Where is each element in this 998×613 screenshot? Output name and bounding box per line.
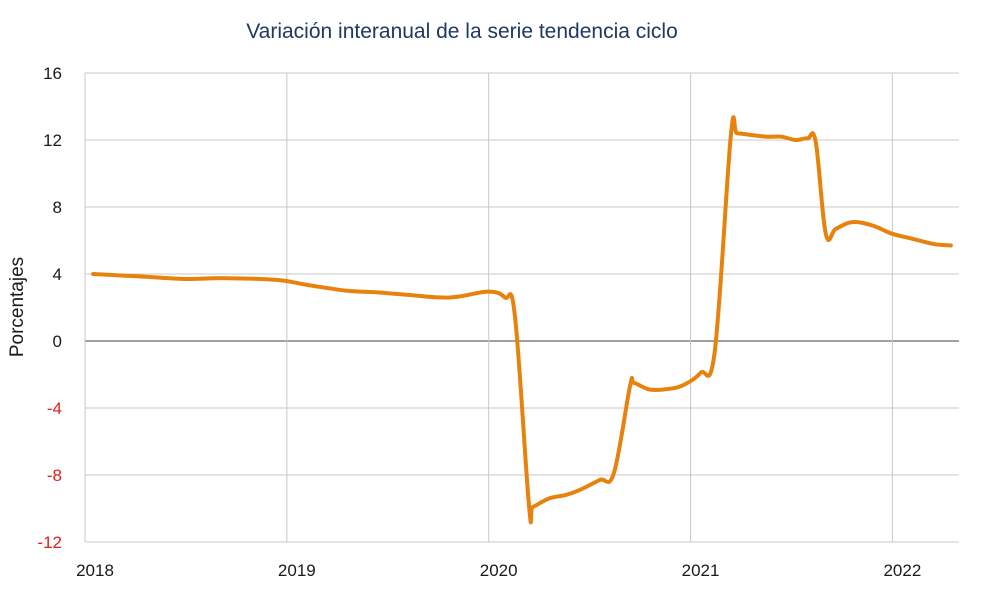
x-tick-label: 2020	[480, 561, 518, 580]
x-tick-label: 2019	[278, 561, 316, 580]
y-tick-label: 16	[43, 64, 62, 83]
x-tick-label: 2018	[76, 561, 114, 580]
y-tick-label: -4	[47, 399, 62, 418]
y-tick-label: 12	[43, 131, 62, 150]
y-tick-label: 0	[53, 332, 62, 351]
x-tick-label: 2022	[883, 561, 921, 580]
chart-title: Variación interanual de la serie tendenc…	[246, 20, 678, 43]
y-tick-label: 4	[53, 265, 62, 284]
x-tick-label: 2021	[682, 561, 720, 580]
y-axis-ticks: 16 12 8 4 0 -4 -8 -12	[37, 64, 62, 552]
y-tick-label: -12	[37, 533, 62, 552]
y-tick-label: -8	[47, 466, 62, 485]
series-lines	[91, 115, 953, 525]
grid-lines	[84, 72, 959, 543]
series-line-0	[91, 115, 953, 525]
x-axis-ticks: 2018 2019 2020 2021 2022	[76, 561, 921, 580]
y-tick-label: 8	[53, 198, 62, 217]
